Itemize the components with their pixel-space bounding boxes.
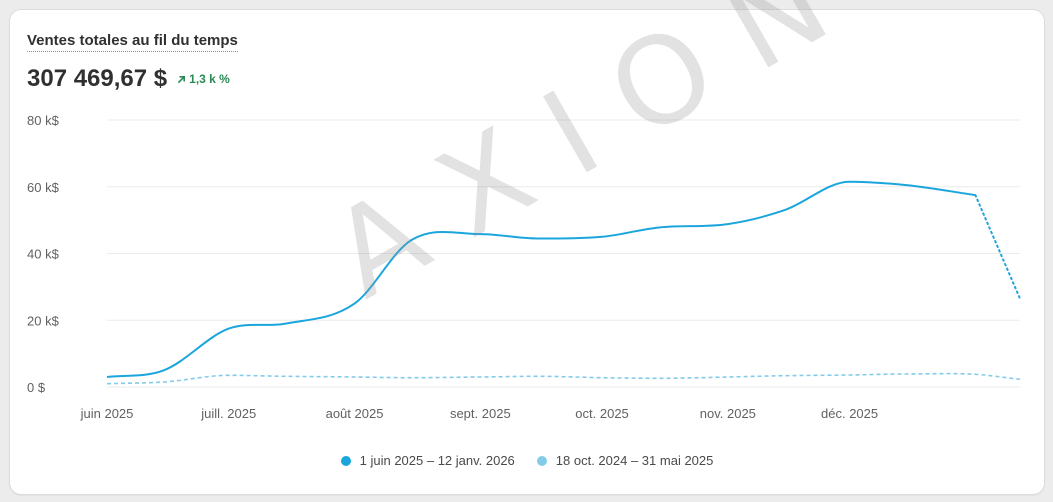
legend-label-current: 1 juin 2025 – 12 janv. 2026 <box>359 453 515 468</box>
y-tick-label: 40 k$ <box>27 247 60 262</box>
x-tick-label: juin 2025 <box>80 406 134 421</box>
x-tick-label: nov. 2025 <box>700 406 756 421</box>
y-tick-label: 80 k$ <box>27 113 60 128</box>
delta-value: 1,3 k % <box>189 72 230 86</box>
arrow-up-right-icon <box>178 75 186 83</box>
y-tick-label: 60 k$ <box>27 180 60 195</box>
x-tick-label: août 2025 <box>326 406 384 421</box>
chart-title[interactable]: Ventes totales au fil du temps <box>27 32 238 52</box>
x-tick-label: déc. 2025 <box>821 406 878 421</box>
legend-item-current[interactable]: 1 juin 2025 – 12 janv. 2026 <box>340 453 515 468</box>
series-line-previous <box>106 372 1021 385</box>
legend-dot-previous <box>536 455 547 466</box>
legend-item-previous[interactable]: 18 oct. 2024 – 31 mai 2025 <box>536 453 714 468</box>
x-tick-label: sept. 2025 <box>450 406 511 421</box>
total-sales-value: 307 469,67 $ <box>27 65 168 92</box>
y-tick-label: 0 $ <box>27 380 46 395</box>
sales-card: Ventes totales au fil du temps 307 469,6… <box>9 0 1045 495</box>
y-tick-label: 20 k$ <box>27 313 60 328</box>
series-line-current <box>106 180 976 378</box>
x-tick-label: juill. 2025 <box>200 406 256 421</box>
delta-badge: 1,3 k % <box>177 72 230 86</box>
chart-legend: 1 juin 2025 – 12 janv. 2026 18 oct. 2024… <box>10 453 1044 468</box>
series-line-current-projection <box>974 194 1021 300</box>
headline: 307 469,67 $ 1,3 k % <box>27 65 230 93</box>
x-tick-label: oct. 2025 <box>575 406 629 421</box>
sales-line-chart[interactable]: 0 $ 20 k$ 40 k$ 60 k$ 80 k$ juin 2025 juill. 2… <box>10 10 1044 494</box>
legend-dot-current <box>340 455 351 466</box>
legend-label-previous: 18 oct. 2024 – 31 mai 2025 <box>555 453 714 468</box>
